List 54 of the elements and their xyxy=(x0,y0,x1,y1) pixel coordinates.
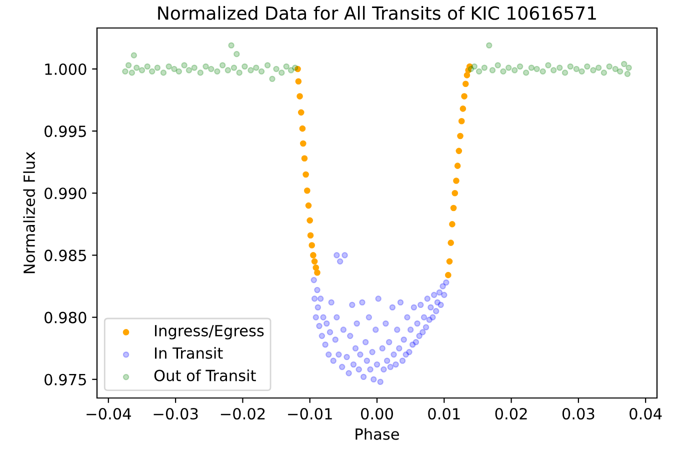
y-tick-label: 0.985 xyxy=(44,250,86,262)
y-tick-label: 0.990 xyxy=(44,188,86,200)
point xyxy=(305,202,312,209)
point xyxy=(302,171,309,178)
point xyxy=(453,178,460,184)
legend-label: In Transit xyxy=(155,347,223,359)
x-tick-label: 0.03 xyxy=(562,408,594,420)
y-tick-label: 0.980 xyxy=(44,312,86,324)
x-axis-title: Phase xyxy=(356,428,399,440)
point xyxy=(460,106,466,112)
point xyxy=(312,264,320,271)
point xyxy=(450,204,457,212)
point xyxy=(448,240,454,246)
point xyxy=(307,232,314,238)
point xyxy=(300,140,306,147)
legend-label: Ingress/Egress xyxy=(155,325,264,340)
x-tick-label: 0.04 xyxy=(630,408,662,420)
point xyxy=(298,109,304,116)
point xyxy=(456,148,462,154)
point xyxy=(454,162,461,169)
x-tick-label: −0.01 xyxy=(288,408,332,420)
y-tick-label: 0.995 xyxy=(44,126,86,138)
point xyxy=(295,78,302,85)
point xyxy=(449,221,456,228)
point xyxy=(314,269,320,276)
point xyxy=(308,242,316,248)
x-tick-label: −0.03 xyxy=(154,408,198,420)
point xyxy=(464,72,470,78)
point xyxy=(466,63,473,70)
point xyxy=(462,80,469,88)
point xyxy=(306,217,314,224)
point xyxy=(296,93,303,100)
point xyxy=(458,118,465,124)
legend-label: Out of Transit xyxy=(154,369,256,382)
point xyxy=(299,125,306,132)
y-tick-label: 1.000 xyxy=(45,63,86,75)
x-tick-label: 0.01 xyxy=(428,408,460,420)
point xyxy=(310,252,316,258)
point xyxy=(311,258,318,265)
x-tick-label: 0.00 xyxy=(361,408,393,420)
point xyxy=(304,188,310,194)
x-tick-label: 0.02 xyxy=(495,408,527,420)
x-tick-label: −0.04 xyxy=(86,408,131,420)
point xyxy=(461,93,468,100)
point xyxy=(294,66,301,72)
point xyxy=(301,155,308,162)
chart-title: Normalized Data for All Transits of KIC 10616571 xyxy=(158,6,596,20)
y-axis-title: Normalized Flux xyxy=(23,152,36,274)
x-tick-label: −0.02 xyxy=(220,408,265,420)
point xyxy=(452,190,458,196)
point xyxy=(457,132,464,140)
y-tick-label: 0.975 xyxy=(44,374,86,386)
point xyxy=(445,272,452,278)
point xyxy=(446,258,453,265)
